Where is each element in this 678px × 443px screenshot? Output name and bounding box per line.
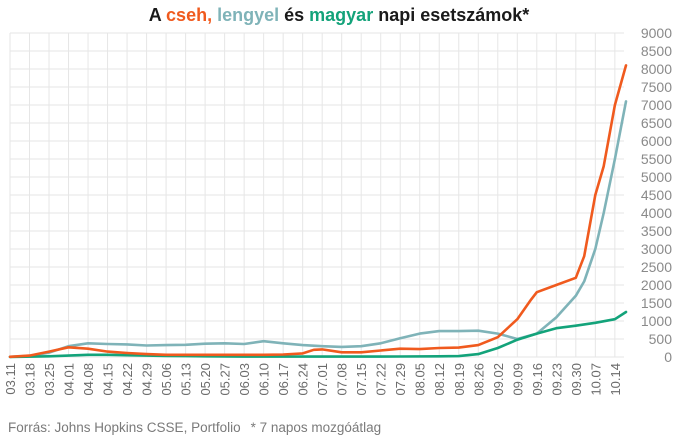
title-prefix: A (148, 5, 167, 25)
series-line-lengyel (8, 100, 628, 359)
x-tick-label: 04.01 (62, 363, 77, 396)
x-tick-label: 09.09 (510, 363, 525, 396)
x-tick-label: 07.01 (315, 363, 330, 396)
x-tick-label: 08.26 (471, 363, 486, 396)
series-lines (8, 64, 628, 359)
x-tick-label: 06.24 (296, 363, 311, 396)
y-tick-label: 500 (649, 331, 673, 347)
x-tick-label: 09.23 (549, 363, 564, 396)
y-tick-label: 6500 (641, 115, 672, 131)
y-tick-label: 2500 (641, 259, 672, 275)
x-tick-label: 07.29 (393, 363, 408, 396)
y-tick-label: 3500 (641, 223, 672, 239)
source-note: Forrás: Johns Hopkins CSSE, Portfolio (8, 420, 241, 435)
x-tick-label: 08.19 (452, 363, 467, 396)
title-series-pl: lengyel (217, 5, 280, 25)
y-tick-label: 7500 (641, 79, 672, 95)
x-tick-label: 05.27 (218, 363, 233, 396)
y-tick-label: 3000 (641, 241, 672, 257)
title-series-cz: cseh, (166, 5, 213, 25)
x-tick-label: 04.15 (101, 363, 116, 396)
x-tick-label: 10.07 (588, 363, 603, 396)
y-tick-label: 1500 (641, 295, 672, 311)
y-tick-label: 2000 (641, 277, 672, 293)
x-tick-label: 09.02 (491, 363, 506, 396)
y-tick-label: 5500 (641, 151, 672, 167)
x-tick-label: 10.14 (608, 363, 623, 396)
series-line-cseh (8, 64, 628, 359)
y-tick-label: 7000 (641, 97, 672, 113)
x-tick-label: 08.05 (413, 363, 428, 396)
x-tick-label: 03.18 (23, 363, 38, 396)
x-tick-label: 07.15 (354, 363, 369, 396)
y-tick-label: 8500 (641, 43, 672, 59)
y-tick-label: 8000 (641, 61, 672, 77)
x-tick-label: 06.17 (276, 363, 291, 396)
x-tick-label: 03.11 (3, 363, 18, 395)
y-tick-label: 0 (664, 349, 672, 365)
x-tick-label: 04.29 (140, 363, 155, 396)
x-axis-ticks: 03.11 03.18 03.25 04.01 04.08 04.15 04.22 04.29… (3, 363, 623, 396)
chart-title: A cseh, lengyel és magyar napi esetszámo… (0, 5, 678, 26)
series-line-magyar (8, 310, 628, 359)
x-tick-label: 05.20 (198, 363, 213, 396)
title-suffix: napi esetszámok* (373, 5, 530, 25)
y-tick-label: 9000 (641, 25, 672, 41)
x-tick-label: 07.22 (374, 363, 389, 396)
y-axis-ticks: 0 500 1000 1500 2000 2500 3000 3500 4000 4500 5000… (641, 25, 672, 365)
title-series-hu: magyar (309, 5, 374, 25)
x-tick-label: 05.06 (159, 363, 174, 396)
title-mid: és (279, 5, 310, 25)
footer: Forrás: Johns Hopkins CSSE, Portfolio * 7… (8, 420, 381, 435)
x-tick-label: 06.03 (237, 363, 252, 396)
x-tick-label: 04.08 (81, 363, 96, 396)
y-tick-label: 4500 (641, 187, 672, 203)
x-tick-label: 09.30 (569, 363, 584, 396)
x-tick-label: 04.22 (120, 363, 135, 396)
x-tick-label: 03.25 (42, 363, 57, 396)
x-tick-label: 09.16 (530, 363, 545, 396)
y-tick-label: 1000 (641, 313, 672, 329)
y-tick-label: 4000 (641, 205, 672, 221)
footnote: * 7 napos mozgóátlag (250, 420, 382, 435)
y-tick-label: 6000 (641, 133, 672, 149)
x-tick-label: 06.10 (257, 363, 272, 396)
y-tick-label: 5000 (641, 169, 672, 185)
x-tick-label: 08.12 (432, 363, 447, 396)
x-tick-label: 05.13 (179, 363, 194, 396)
gridlines (9, 32, 624, 358)
x-tick-label: 07.08 (335, 363, 350, 396)
